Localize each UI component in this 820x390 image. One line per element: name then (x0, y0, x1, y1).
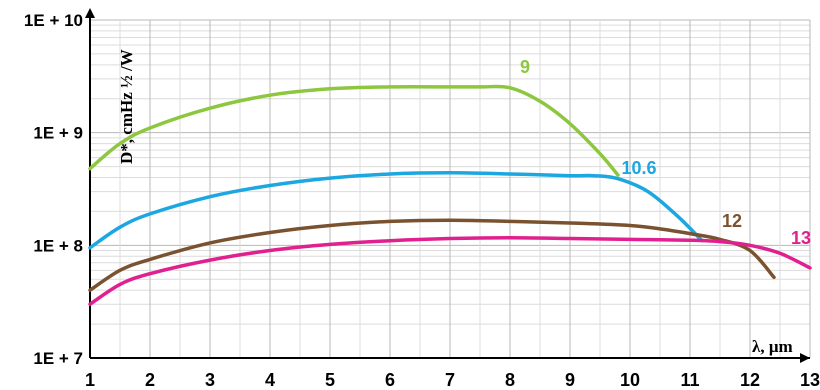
y-tick-label: 1E + 8 (33, 236, 83, 255)
y-axis-arrow (85, 8, 95, 18)
x-tick-label: 7 (445, 370, 455, 390)
x-tick-label: 11 (680, 370, 699, 390)
x-tick-label: 3 (205, 370, 215, 390)
grid (89, 19, 811, 359)
series-lines (88, 84, 812, 306)
series-label-13: 13 (791, 228, 811, 248)
series-line-10-6 (88, 171, 704, 250)
y-tick-label: 1E + 7 (33, 349, 83, 368)
x-tick-label: 9 (565, 370, 575, 390)
series-line-9 (88, 84, 620, 177)
x-tick-label: 12 (740, 370, 760, 390)
x-tick-label: 2 (145, 370, 155, 390)
x-tick-label: 5 (325, 370, 335, 390)
series-label-10-6: 10.6 (621, 158, 656, 178)
x-tick-label: 1 (85, 370, 95, 390)
series-line-12 (88, 218, 776, 292)
y-tick-label: 1E + 9 (33, 124, 83, 143)
y-axis-label: D*, cmHz ½ /W (117, 49, 136, 164)
axes (85, 8, 810, 363)
x-axis-arrow (800, 353, 810, 363)
x-tick-label: 6 (385, 370, 395, 390)
x-axis-label: λ, μm (752, 337, 793, 356)
y-tick-label: 1E + 10 (24, 11, 83, 30)
series-label-12: 12 (722, 211, 742, 231)
x-tick-label: 4 (265, 370, 275, 390)
x-tick-label: 8 (505, 370, 515, 390)
series-line-13 (88, 235, 812, 306)
series-labels: 9 10.6 12 13 (520, 57, 811, 248)
series-label-9: 9 (520, 57, 530, 77)
x-tick-label: 10 (620, 370, 640, 390)
x-tick-label: 13 (800, 370, 820, 390)
